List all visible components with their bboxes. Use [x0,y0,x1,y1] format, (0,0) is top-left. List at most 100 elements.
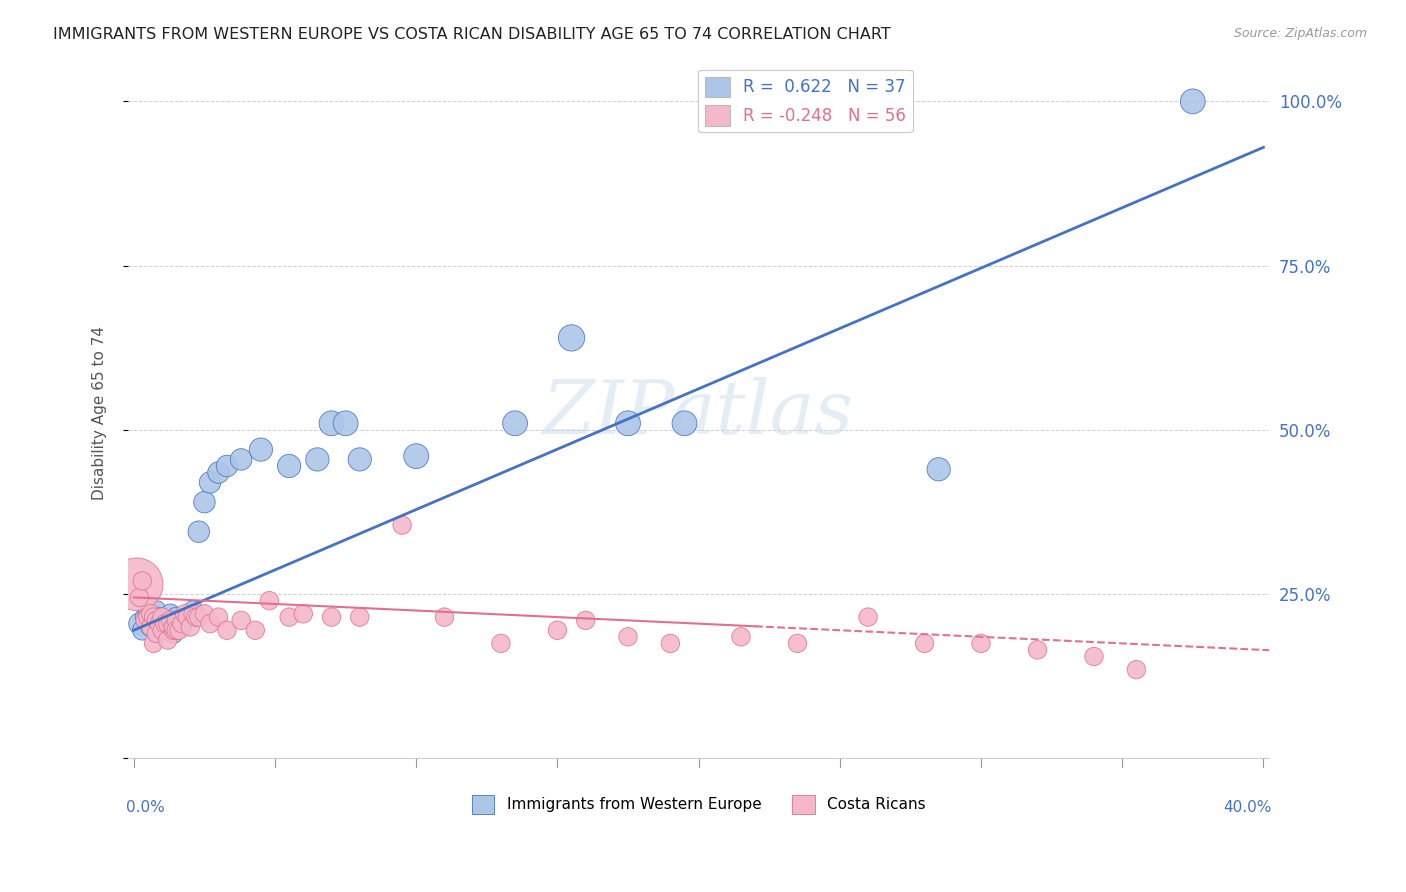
Point [278,458,301,473]
Point [1026,643,1049,657]
Point [142,636,165,650]
Point [914,636,936,650]
Point [335,417,357,431]
Point [193,495,215,509]
Point [128,591,150,605]
Point [970,636,993,650]
Point [250,442,273,457]
Point [156,633,179,648]
Point [786,636,808,650]
Point [659,636,682,650]
Point [153,616,176,631]
Y-axis label: Disability Age 65 to 74: Disability Age 65 to 74 [93,326,107,500]
Point [259,593,281,607]
Point [139,607,162,621]
Point [131,574,153,588]
Point [150,610,173,624]
Point [136,607,159,621]
Point [142,610,165,624]
Point [125,577,148,591]
Point [150,624,173,638]
Point [165,613,187,627]
Point [162,620,184,634]
Point [145,626,167,640]
Point [307,452,329,467]
Point [198,616,221,631]
Point [229,452,252,467]
Point [391,518,413,533]
Text: 0.0%: 0.0% [127,800,165,814]
Point [673,417,696,431]
Point [617,417,640,431]
Point [207,466,229,480]
Point [128,616,150,631]
Point [405,449,427,463]
Point [489,636,512,650]
Point [928,462,950,476]
Point [181,603,204,617]
Point [156,616,179,631]
Point [139,620,162,634]
Point [215,624,238,638]
Point [176,610,198,624]
Point [1181,95,1204,109]
Point [560,331,582,345]
Point [170,616,193,631]
Point [139,620,162,634]
Point [159,607,181,621]
Point [503,417,526,431]
Point [131,624,153,638]
Point [1083,649,1105,664]
Point [156,624,179,638]
Point [433,610,456,624]
Point [1125,663,1147,677]
Legend: R =  0.622   N = 37, R = -0.248   N = 56: R = 0.622 N = 37, R = -0.248 N = 56 [699,70,912,132]
Point [134,610,156,624]
Point [165,610,187,624]
Point [575,613,598,627]
Point [546,624,568,638]
Point [292,607,315,621]
Point [136,610,159,624]
Point [215,458,238,473]
Point [134,613,156,627]
Point [179,620,201,634]
Point [145,613,167,627]
Point [349,452,371,467]
Point [278,610,301,624]
Point [148,610,170,624]
Point [184,610,207,624]
Point [148,616,170,631]
Point [187,610,209,624]
Point [145,603,167,617]
Point [176,610,198,624]
Point [187,524,209,539]
Point [167,624,190,638]
Point [349,610,371,624]
Text: 40.0%: 40.0% [1223,800,1271,814]
Point [193,607,215,621]
Point [159,613,181,627]
Point [173,607,195,621]
Point [181,607,204,621]
Point [229,613,252,627]
Point [856,610,879,624]
Point [617,630,640,644]
Point [170,620,193,634]
Point [198,475,221,490]
Point [321,417,343,431]
Point [142,613,165,627]
Point [150,616,173,631]
Point [730,630,752,644]
Point [162,624,184,638]
Point [162,626,184,640]
Point [165,624,187,638]
Point [153,613,176,627]
Text: Source: ZipAtlas.com: Source: ZipAtlas.com [1233,27,1367,40]
Text: IMMIGRANTS FROM WESTERN EUROPE VS COSTA RICAN DISABILITY AGE 65 TO 74 CORRELATIO: IMMIGRANTS FROM WESTERN EUROPE VS COSTA … [53,27,891,42]
Text: ZIPatlas: ZIPatlas [543,377,853,450]
Point [245,624,267,638]
Point [321,610,343,624]
Point [167,616,190,631]
Point [207,610,229,624]
